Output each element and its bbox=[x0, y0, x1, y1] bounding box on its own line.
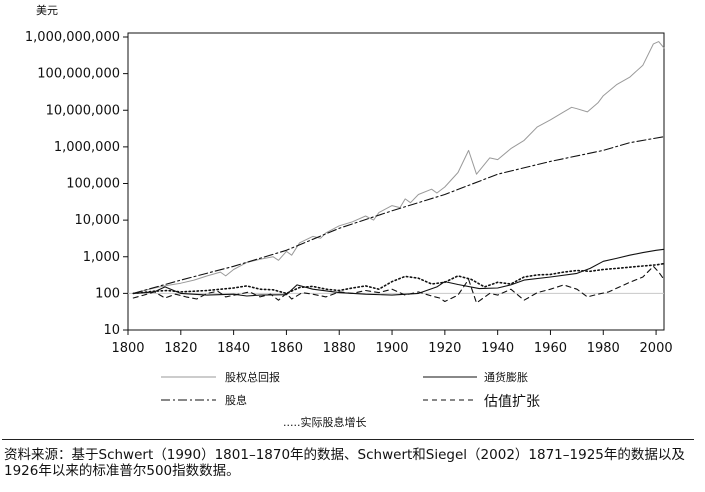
x-tick-label: 1980 bbox=[587, 341, 620, 356]
y-tick-label: 1,000 bbox=[83, 250, 120, 265]
x-tick-label: 1960 bbox=[534, 341, 567, 356]
legend-label-5: .....实际股息增长 bbox=[283, 415, 366, 429]
chart: 美元 1800 1820 1840 1860 1880 1900 1920 1940 1960 1… bbox=[25, 4, 673, 429]
series-group bbox=[132, 41, 665, 304]
legend-label-2: 通货膨胀 bbox=[484, 370, 528, 384]
y-tick-label: 1,000,000 bbox=[54, 140, 120, 155]
x-tick-label: 2000 bbox=[640, 341, 673, 356]
y-tick-label: 10,000,000 bbox=[46, 103, 120, 118]
x-tick-label: 1860 bbox=[270, 341, 303, 356]
y-tick-label: 10 bbox=[103, 323, 120, 338]
y-unit-label: 美元 bbox=[36, 4, 58, 17]
plot-area bbox=[127, 32, 665, 331]
x-tick-label: 1940 bbox=[481, 341, 514, 356]
axis-ticks: 1800 1820 1840 1860 1880 1900 1920 1940 1960 1980… bbox=[25, 30, 673, 356]
series-line-1 bbox=[132, 41, 665, 294]
x-tick-label: 1920 bbox=[428, 341, 461, 356]
x-tick-label: 1880 bbox=[323, 341, 356, 356]
legend-label-3: 股息 bbox=[225, 393, 247, 407]
series-line-3 bbox=[132, 136, 665, 294]
source-note: 资料来源：基于Schwert（1990）1801–1870年的数据、Schwer… bbox=[4, 447, 685, 479]
source-divider bbox=[2, 439, 694, 440]
legend-label-4: 估值扩张 bbox=[484, 394, 540, 410]
y-tick-label: 10,000 bbox=[75, 213, 121, 228]
series-line-5 bbox=[132, 262, 665, 295]
x-tick-label: 1840 bbox=[217, 341, 250, 356]
y-tick-label: 1,000,000,000 bbox=[25, 30, 120, 45]
y-tick-label: 100 bbox=[95, 286, 120, 301]
y-tick-label: 100,000,000 bbox=[37, 67, 120, 82]
x-tick-label: 1820 bbox=[164, 341, 197, 356]
legend-label-1: 股权总回报 bbox=[225, 370, 280, 384]
x-tick-label: 1800 bbox=[111, 341, 144, 356]
y-tick-label: 100,000 bbox=[66, 177, 120, 192]
series-line-4 bbox=[132, 265, 665, 304]
plot-frame bbox=[127, 32, 665, 331]
x-tick-label: 1900 bbox=[375, 341, 408, 356]
series-line-2 bbox=[132, 248, 665, 297]
